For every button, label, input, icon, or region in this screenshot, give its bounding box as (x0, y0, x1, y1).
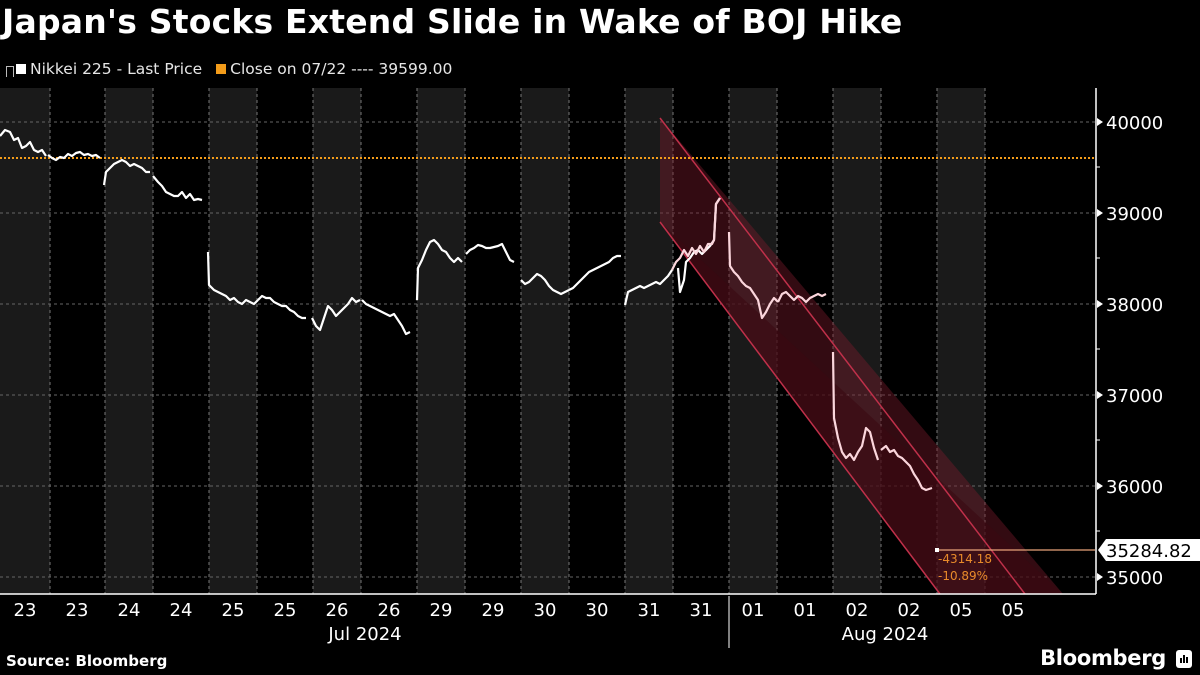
svg-text:37000: 37000 (1106, 386, 1163, 407)
y-axis-labels: 40000 39000 38000 37000 36000 35000 (1106, 113, 1163, 589)
legend-swatch-orange (216, 64, 227, 74)
svg-text:23: 23 (14, 600, 37, 621)
bloomberg-chart-icon (1176, 650, 1192, 668)
svg-text:39000: 39000 (1106, 204, 1163, 225)
legend-item-nikkei: Nikkei 225 - Last Price (16, 60, 202, 78)
svg-text:24: 24 (170, 600, 193, 621)
svg-text:35284.82: 35284.82 (1106, 541, 1192, 562)
svg-text:40000: 40000 (1106, 113, 1163, 134)
svg-text:35000: 35000 (1106, 568, 1163, 589)
svg-text:26: 26 (326, 600, 349, 621)
svg-text:25: 25 (274, 600, 297, 621)
svg-text:26: 26 (378, 600, 401, 621)
change-value: -4314.18 (938, 552, 992, 566)
change-annotations: -4314.18 -10.89% (938, 552, 992, 583)
svg-text:30: 30 (586, 600, 609, 621)
svg-text:38000: 38000 (1106, 295, 1163, 316)
svg-text:02: 02 (898, 600, 921, 621)
svg-text:02: 02 (846, 600, 869, 621)
source-note: Source: Bloomberg (6, 652, 168, 670)
svg-text:01: 01 (794, 600, 817, 621)
legend-label-nikkei: Nikkei 225 - Last Price (30, 60, 203, 78)
month-label-jul: Jul 2024 (327, 624, 401, 645)
y-axis-ticks (1097, 118, 1103, 581)
svg-text:31: 31 (638, 600, 661, 621)
legend-swatch-white (16, 64, 26, 74)
bloomberg-logo: Bloomberg (1040, 646, 1166, 670)
y-minor-ticks (1096, 166, 1100, 532)
legend-item-close-ref: Close on 07/22 ---- 39599.00 (216, 60, 452, 78)
svg-text:29: 29 (430, 600, 453, 621)
vertical-gridlines (49, 88, 986, 594)
chart-title: Japan's Stocks Extend Slide in Wake of B… (2, 2, 903, 41)
last-price-flag: 35284.82 (1098, 539, 1200, 562)
svg-text:24: 24 (118, 600, 141, 621)
svg-text:05: 05 (1002, 600, 1025, 621)
last-price-marker (935, 548, 939, 552)
svg-text:30: 30 (534, 600, 557, 621)
svg-text:01: 01 (742, 600, 765, 621)
svg-text:31: 31 (690, 600, 713, 621)
legend-label-close-ref: Close on 07/22 ---- 39599.00 (230, 60, 453, 78)
month-label-aug: Aug 2024 (842, 624, 929, 645)
day-bands (0, 88, 985, 594)
legend-grip-icon[interactable] (6, 65, 14, 77)
svg-text:36000: 36000 (1106, 477, 1163, 498)
svg-text:23: 23 (66, 600, 89, 621)
change-percent: -10.89% (938, 569, 988, 583)
legend: Nikkei 225 - Last Price Close on 07/22 -… (6, 60, 466, 78)
svg-text:29: 29 (482, 600, 505, 621)
svg-text:25: 25 (222, 600, 245, 621)
x-axis-labels: 23 23 24 24 25 25 26 26 29 29 30 30 31 3… (14, 600, 1025, 645)
price-series-in-channel (671, 197, 933, 492)
svg-text:05: 05 (950, 600, 973, 621)
